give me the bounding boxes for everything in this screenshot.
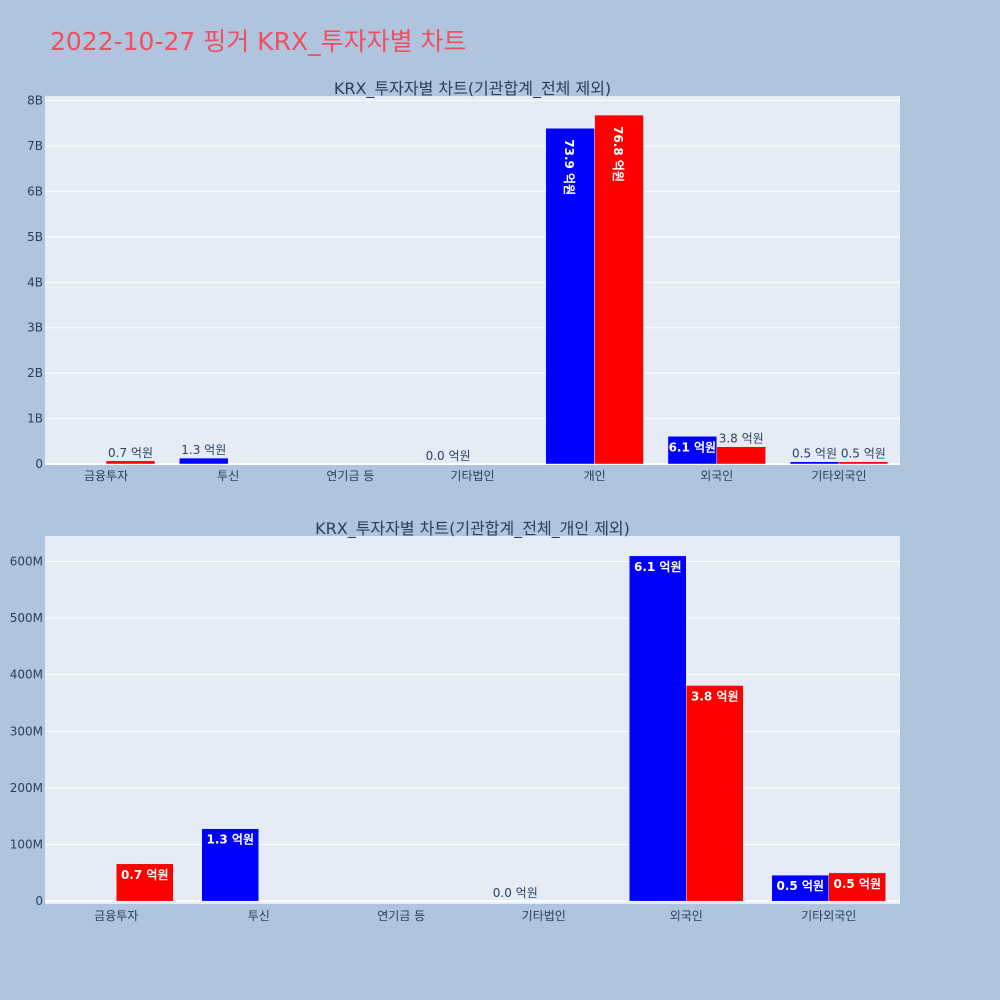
y-tick-label: 300M: [10, 724, 43, 738]
x-tick-label: 금융투자: [94, 909, 138, 923]
y-tick-label: 100M: [10, 838, 43, 852]
bar: [828, 872, 886, 902]
data-label: 76.8 억원: [611, 126, 625, 182]
bar: [716, 446, 766, 465]
x-tick-label: 외국인: [700, 469, 733, 483]
bar: [771, 874, 829, 902]
x-tick-label: 투신: [248, 909, 270, 923]
data-label: 0.0 억원: [426, 449, 471, 463]
x-tick-label: 기타외국인: [801, 909, 856, 923]
data-label: 1.3 억원: [181, 443, 226, 457]
y-tick-label: 6B: [27, 184, 43, 198]
bar: [667, 436, 718, 465]
x-tick-label: 연기금 등: [326, 469, 374, 483]
plot-area: [45, 536, 900, 904]
y-tick-label: 4B: [27, 275, 43, 289]
y-tick-label: 8B: [27, 94, 43, 108]
bar: [116, 863, 174, 902]
data-label: 0.0 억원: [493, 886, 538, 900]
chart-title: KRX_투자자별 차트(기관합계_전체 제외): [334, 79, 611, 99]
y-tick-label: 0: [35, 894, 43, 908]
chart-1: 0 1B 2B 3B 4B 5B 6B 7B 8B KRX_투자자별 차트(기관합계_전체 제외)…: [27, 79, 900, 483]
y-tick-label: 600M: [10, 554, 43, 568]
y-tick-label: 3B: [27, 321, 43, 335]
bar: [594, 114, 644, 465]
y-tick-label: 5B: [27, 230, 43, 244]
data-label: 1.3 억원: [206, 833, 254, 847]
x-tick-label: 금융투자: [84, 469, 128, 483]
bar: [179, 457, 229, 465]
plot-area: [45, 96, 900, 464]
bar: [545, 128, 595, 465]
chart-title: KRX_투자자별 차트(기관합계_전체_개인 제외): [315, 519, 630, 539]
data-label: 73.9 억원: [562, 139, 576, 195]
bar: [201, 828, 259, 902]
x-tick-label: 기타법인: [522, 909, 566, 923]
bar: [838, 461, 889, 465]
data-label: 0.5 억원: [792, 447, 837, 461]
bar: [789, 461, 840, 465]
x-tick-label: 기타외국인: [811, 469, 866, 483]
y-tick-label: 2B: [27, 366, 43, 380]
y-tick-label: 1B: [27, 412, 43, 426]
data-label: 0.7 억원: [108, 446, 153, 460]
y-tick-label: 0: [35, 457, 43, 471]
page-title: 2022-10-27 핑거 KRX_투자자별 차트: [50, 27, 467, 56]
data-label: 3.8 억원: [719, 432, 764, 446]
data-label: 0.5 억원: [841, 447, 886, 461]
y-tick-label: 500M: [10, 611, 43, 625]
y-tick-label: 400M: [10, 668, 43, 682]
y-tick-label: 7B: [27, 139, 43, 153]
x-tick-label: 개인: [584, 469, 606, 483]
data-label: 6.1 억원: [669, 440, 717, 454]
chart-2: 0 100M 200M 300M 400M 500M 600M KRX_투자자별 차트(기관합…: [10, 519, 900, 923]
y-tick-label: 200M: [10, 781, 43, 795]
x-tick-label: 투신: [217, 469, 239, 483]
data-label: 0.5 억원: [776, 879, 824, 893]
bar: [105, 460, 156, 465]
data-label: 6.1 억원: [634, 560, 682, 574]
x-tick-label: 외국인: [670, 909, 703, 923]
data-label: 0.7 억원: [121, 868, 169, 882]
data-label: 3.8 억원: [691, 689, 739, 703]
bar: [629, 555, 687, 902]
x-tick-label: 연기금 등: [377, 909, 425, 923]
x-tick-label: 기타법인: [450, 469, 494, 483]
data-label: 0.5 억원: [833, 877, 881, 891]
bar: [686, 685, 744, 902]
